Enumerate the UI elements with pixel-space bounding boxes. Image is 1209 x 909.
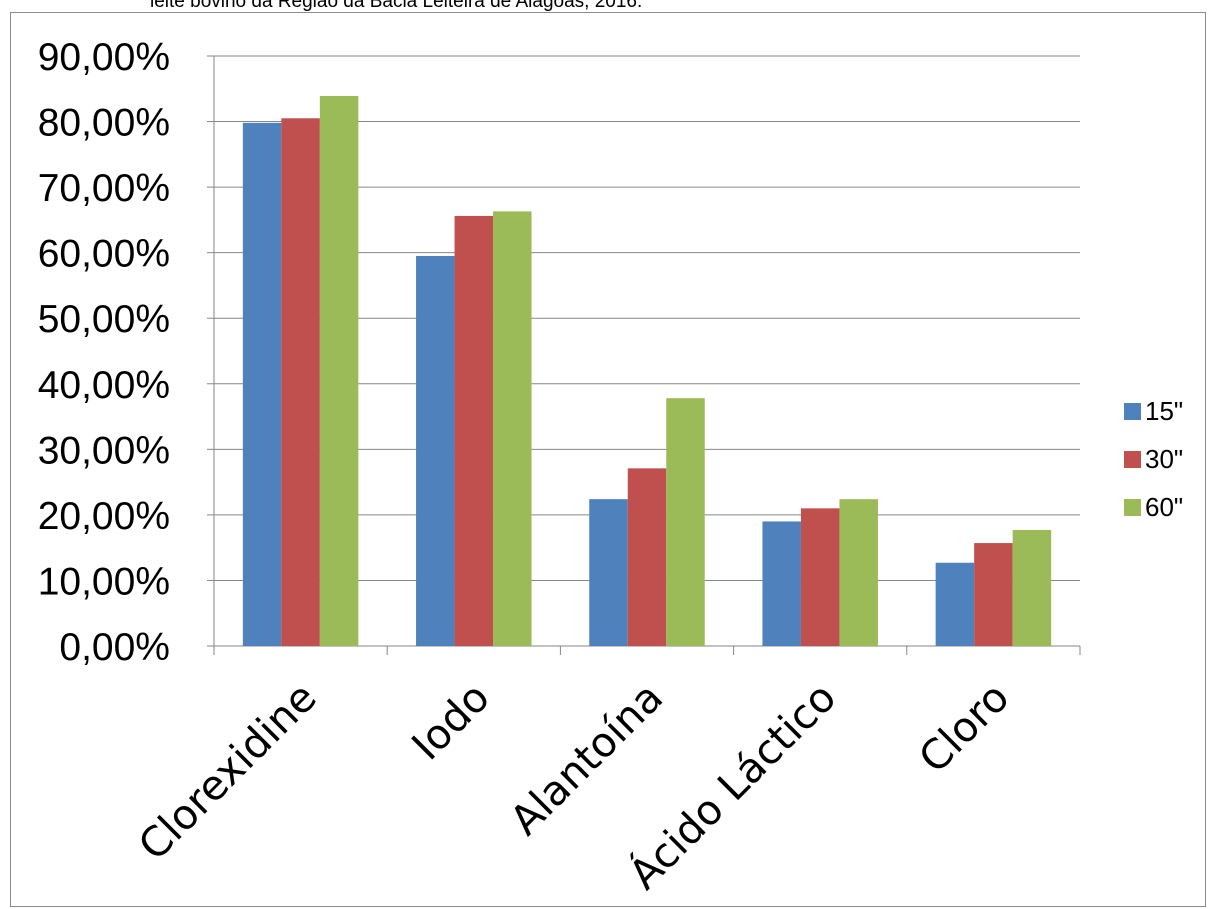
y-tick-label: 40,00%	[38, 364, 170, 407]
category-label: Clorexidine	[129, 673, 325, 869]
bar	[454, 215, 494, 646]
category-label: Iodo	[402, 673, 498, 769]
legend-swatch	[1124, 499, 1141, 516]
y-tick-label: 80,00%	[38, 102, 170, 145]
bar	[589, 499, 628, 646]
y-tick-label: 0,00%	[59, 626, 170, 669]
y-tick-label: 10,00%	[38, 560, 170, 603]
bar	[800, 508, 840, 646]
bar	[762, 521, 801, 646]
legend-swatch	[1124, 451, 1141, 468]
legend-swatch	[1124, 403, 1141, 420]
y-tick-label: 50,00%	[38, 298, 170, 341]
category-label: Alantoína	[501, 673, 672, 844]
bar	[627, 468, 667, 646]
bar	[281, 118, 320, 647]
chart-frame	[10, 12, 1206, 907]
bar	[935, 562, 975, 646]
y-tick-label: 90,00%	[38, 36, 170, 79]
legend-label: 60"	[1145, 492, 1183, 522]
bar	[839, 499, 878, 646]
bar	[416, 255, 455, 646]
legend-label: 30"	[1145, 444, 1183, 474]
category-label: Cloro	[909, 673, 1018, 782]
chart-caption: leite bovino da Região da Bacia Leiteira…	[150, 0, 643, 12]
bar	[319, 95, 359, 646]
bar	[666, 398, 705, 646]
bar	[974, 543, 1013, 646]
y-tick-label: 20,00%	[38, 495, 170, 538]
y-tick-label: 60,00%	[38, 233, 170, 276]
bar	[242, 122, 282, 646]
bar	[1012, 529, 1052, 646]
legend-label: 15"	[1145, 396, 1183, 426]
y-tick-label: 30,00%	[38, 429, 170, 472]
bar	[493, 211, 532, 646]
y-tick-label: 70,00%	[38, 167, 170, 210]
